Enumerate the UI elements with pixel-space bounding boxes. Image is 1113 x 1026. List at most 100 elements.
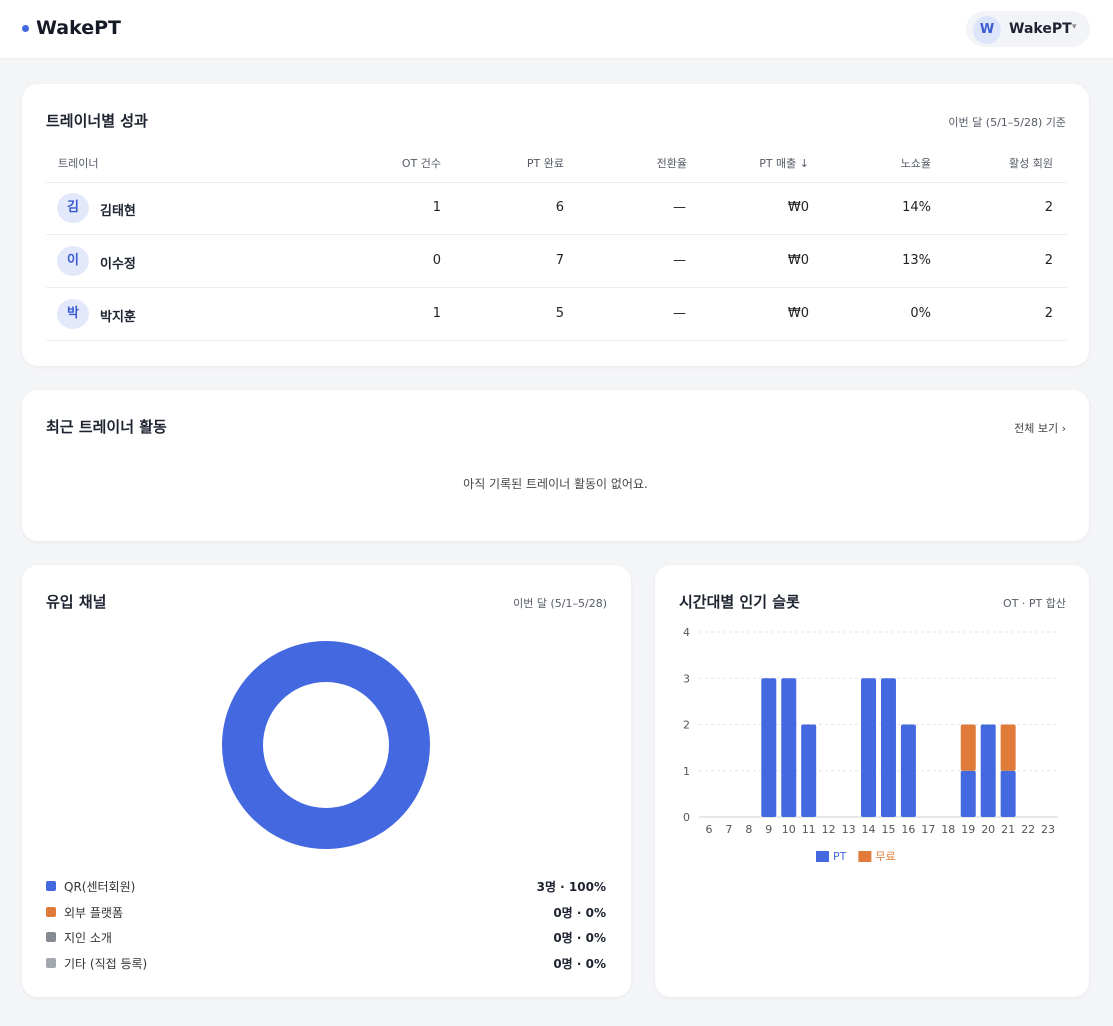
- table-cell: 2: [1044, 253, 1053, 268]
- card-title: 트레이너별 성과: [46, 112, 148, 130]
- table-cell: ₩0: [787, 200, 809, 215]
- bar: [880, 678, 896, 817]
- table-cell: 1: [432, 200, 441, 215]
- bar: [960, 724, 976, 771]
- user-name: WakePT: [1009, 21, 1072, 37]
- x-tick-label: 16: [901, 823, 915, 836]
- table-cell: 6: [555, 200, 564, 215]
- x-tick-label: 14: [862, 823, 876, 836]
- brand-dot: [22, 25, 29, 32]
- y-tick-label: 4: [683, 626, 690, 639]
- trainer-avatar: 이: [57, 246, 89, 276]
- legend-dot: [46, 906, 56, 917]
- bar: [1000, 724, 1016, 771]
- x-tick-label: 20: [981, 823, 995, 836]
- trainer-avatar: 박: [57, 299, 89, 329]
- note: OT · PT 합산: [1003, 597, 1066, 610]
- bar: [781, 678, 797, 817]
- legend-value: 0명 · 0%: [553, 931, 606, 946]
- card-title: 최근 트레이너 활동: [46, 418, 167, 436]
- view-all-link[interactable]: 전체 보기 ›: [1014, 422, 1066, 435]
- bar: [960, 770, 976, 817]
- row-divider: [46, 234, 1067, 235]
- activity-card: [22, 390, 1089, 541]
- table-header: PT 완료: [526, 157, 564, 170]
- table-cell: 2: [1044, 306, 1053, 321]
- legend-value: 0명 · 0%: [553, 957, 606, 972]
- legend-label: 지인 소개: [64, 931, 112, 946]
- x-tick-label: 18: [941, 823, 955, 836]
- table-header: OT 건수: [401, 157, 441, 170]
- trainer-name: 박지훈: [100, 310, 136, 325]
- table-cell: ₩0: [787, 253, 809, 268]
- table-cell: 0%: [910, 306, 931, 321]
- x-tick-label: 8: [745, 823, 752, 836]
- table-header: 트레이너: [58, 157, 99, 170]
- table-cell: —: [673, 306, 686, 321]
- legend-label: PT: [833, 850, 847, 863]
- table-header: 활성 회원: [1009, 157, 1053, 170]
- table-cell: 2: [1044, 200, 1053, 215]
- x-tick-label: 10: [782, 823, 796, 836]
- x-tick-label: 21: [1001, 823, 1015, 836]
- y-tick-label: 2: [683, 719, 690, 732]
- x-tick-label: 9: [765, 823, 772, 836]
- bar: [980, 724, 996, 817]
- table-cell: —: [673, 200, 686, 215]
- legend-dot: [46, 932, 56, 943]
- legend-dot: [46, 881, 56, 891]
- table-cell: —: [673, 253, 686, 268]
- legend-label: 외부 플랫폼: [64, 905, 124, 920]
- table-cell: 7: [555, 253, 564, 268]
- y-tick-label: 1: [683, 765, 690, 778]
- bar: [801, 724, 817, 817]
- card-title: 시간대별 인기 슬롯: [679, 593, 800, 611]
- table-cell: 0: [432, 253, 441, 268]
- period: 이번 달 (5/1–5/28): [513, 597, 607, 610]
- table-header[interactable]: PT 매출 ↓: [759, 157, 809, 170]
- x-tick-label: 11: [802, 823, 816, 836]
- dropdown-caret: ▾: [1072, 22, 1077, 32]
- channels-card: [22, 565, 631, 997]
- table-cell: 5: [555, 306, 564, 321]
- table-header: 전환율: [656, 157, 687, 170]
- performance-card: [22, 84, 1089, 366]
- legend-swatch: [858, 851, 872, 862]
- bar: [1000, 770, 1016, 817]
- card-title: 유입 채널: [46, 593, 107, 611]
- period: 이번 달 (5/1–5/28) 기준: [948, 116, 1066, 129]
- empty-message: 아직 기록된 트레이너 활동이 없어요.: [463, 477, 648, 491]
- legend-label: QR(센터회원): [64, 880, 136, 894]
- y-tick-label: 0: [683, 811, 690, 824]
- x-tick-label: 6: [705, 823, 712, 836]
- x-tick-label: 19: [961, 823, 975, 836]
- legend-label: 무료: [875, 850, 895, 863]
- bar: [861, 678, 877, 817]
- donut-segment: [222, 641, 430, 849]
- top-bar: [0, 0, 1113, 59]
- legend-value: 0명 · 0%: [553, 905, 606, 920]
- brand[interactable]: WakePT: [36, 17, 121, 39]
- table-header: 노쇼율: [900, 157, 931, 170]
- bar: [761, 678, 777, 817]
- legend-dot: [46, 958, 56, 969]
- table-cell: ₩0: [787, 306, 809, 321]
- trainer-avatar: 김: [57, 193, 89, 223]
- row-divider: [46, 287, 1067, 288]
- x-tick-label: 13: [842, 823, 856, 836]
- table-cell: 1: [432, 306, 441, 321]
- legend-value: 3명 · 100%: [536, 880, 606, 894]
- x-tick-label: 12: [822, 823, 836, 836]
- table-cell: 14%: [902, 200, 931, 215]
- trainer-name: 김태현: [100, 204, 136, 219]
- x-tick-label: 15: [881, 823, 895, 836]
- trainer-name: 이수정: [100, 257, 136, 272]
- legend-label: 기타 (직접 등록): [64, 957, 148, 972]
- bar: [900, 724, 916, 817]
- x-tick-label: 23: [1041, 823, 1055, 836]
- y-tick-label: 3: [683, 672, 690, 685]
- user-avatar: W: [973, 16, 1001, 44]
- x-tick-label: 22: [1021, 823, 1035, 836]
